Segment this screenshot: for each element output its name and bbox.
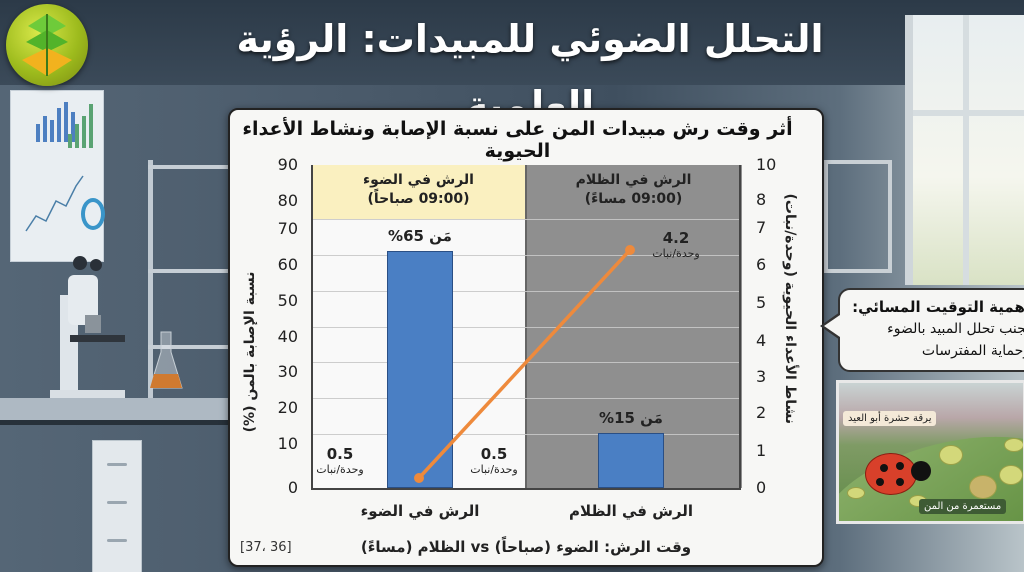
y-left-tick: 50: [277, 291, 298, 310]
page-title: التحلل الضوئي للمبيدات: الرؤية العلمية: [236, 17, 824, 127]
bar-light-label: مَن 65%: [388, 227, 452, 245]
callout-line2: تجنب تحلل المبيد بالضوء: [887, 321, 1024, 337]
line-label-right: 0.5 وحدة/نبات: [462, 445, 526, 476]
y-right-tick: 2: [756, 403, 767, 422]
y-right-tick: 1: [756, 441, 767, 460]
bar-dark: [598, 433, 664, 488]
x-category-dark: الرش في الظلام: [568, 502, 693, 520]
window: [905, 15, 1024, 285]
chart-title: أثر وقت رش مبيدات المن على نسبة الإصابة …: [242, 118, 793, 162]
line-label-left: 0.5 وحدة/نبات: [308, 445, 372, 476]
y-left-tick: 20: [277, 398, 298, 417]
ladybug-photo: يرقة حشرة أبو العيد مستعمرة من المن: [836, 380, 1024, 524]
aphid: [999, 465, 1023, 485]
aphid: [939, 445, 963, 465]
ceiling-band: [0, 0, 1024, 85]
line-label-value: 0.5: [480, 445, 508, 463]
poster-bar-chart: [36, 97, 75, 142]
aphid: [969, 475, 997, 499]
line-label-value: 4.2: [662, 229, 690, 247]
gridline: [312, 255, 740, 256]
citation: [37، 36]: [240, 540, 292, 555]
x-category-light: الرش في الضوء: [360, 502, 480, 520]
bar-dark-label: مَن 15%: [599, 409, 663, 427]
poster-green-bars: [68, 98, 93, 148]
y-left-tick: 90: [277, 155, 298, 174]
line-point-dark: [625, 245, 635, 255]
region-dark-line1: الرش في الظلام: [575, 172, 692, 188]
region-light-line2: (09:00 صباحاً): [367, 191, 470, 207]
gridline: [312, 398, 740, 399]
x-axis-title: وقت الرش: الضوء (صباحاً) vs الظلام (مساء…: [360, 538, 692, 556]
shelf-post: [148, 160, 153, 400]
region-light-header: [312, 165, 525, 219]
x-axis: [311, 488, 741, 490]
aphid: [1004, 438, 1023, 452]
y-axis-left: [311, 165, 313, 489]
y-axis-right-label: نشاط الأعداء الحيوية (وحدة/نبات): [782, 193, 798, 425]
microscope-icon: [50, 256, 125, 402]
aphid: [847, 487, 865, 499]
lab-desk: [0, 398, 228, 425]
line-label-unit: وحدة/نبات: [470, 463, 518, 476]
y-right-tick: 8: [756, 190, 767, 209]
line-point-light: [414, 473, 424, 483]
y-axis-left-label: نسبة الإصابة بالمن (%): [242, 271, 258, 433]
gridline: [312, 219, 740, 220]
region-dark-line2: (09:00 مساءً): [584, 191, 683, 207]
callout-line1: أهمية التوقيت المسائي:: [852, 298, 1024, 316]
shelf-unit: [148, 165, 228, 273]
gridline: [312, 327, 740, 328]
drawer-cabinet: [92, 440, 142, 572]
y-axis-right: [739, 165, 741, 489]
line-label-peak: 4.2 وحدة/نبات: [644, 229, 708, 260]
line-label-unit: وحدة/نبات: [316, 463, 364, 476]
flask-icon: [149, 331, 183, 389]
y-right-tick: 10: [756, 155, 777, 174]
y-left-tick: 60: [277, 255, 298, 274]
y-right-tick: 5: [756, 293, 767, 312]
callout-line3: وحماية المفترسات: [921, 343, 1024, 359]
bar-light: [387, 251, 453, 488]
region-dark-label: الرش في الظلام (09:00 مساءً): [527, 171, 740, 209]
photo-tag-ladybug: يرقة حشرة أبو العيد: [843, 411, 937, 426]
region-light-line1: الرش في الضوء: [363, 172, 474, 188]
region-light-label: الرش في الضوء (09:00 صباحاً): [312, 171, 525, 209]
callout-text: أهمية التوقيت المسائي: تجنب تحلل المبيد …: [834, 296, 1024, 362]
y-left-tick: 0: [287, 478, 298, 497]
y-left-tick: 40: [277, 327, 298, 346]
y-right-tick: 4: [756, 331, 767, 350]
y-left-tick: 10: [277, 434, 298, 453]
line-series: [414, 245, 635, 483]
shelf-unit-lower: [148, 265, 228, 349]
photo-tag-aphids: مستعمرة من المن: [919, 499, 1007, 514]
y-left-tick: 80: [277, 191, 298, 210]
line-label-value: 0.5: [326, 445, 354, 463]
callout-pointer-fill: [824, 315, 840, 337]
gridline: [312, 434, 740, 435]
right-shelf: [824, 160, 892, 273]
y-left-tick: 30: [277, 362, 298, 381]
plot-area: الرش في الضوء (09:00 صباحاً) الرش في الظ…: [312, 165, 742, 488]
ladybug-icon: [865, 453, 917, 495]
gridline: [312, 291, 740, 292]
poster-right: [63, 88, 105, 238]
poster-line-chart: [25, 175, 84, 232]
y-right-tick: 0: [756, 478, 767, 497]
y-right-tick: 7: [756, 218, 767, 237]
y-right-tick: 6: [756, 255, 767, 274]
wall-poster: [10, 90, 104, 262]
poster-donut: [81, 198, 105, 230]
wheat-leaf-logo-icon: [6, 4, 88, 86]
window-transom: [913, 110, 1024, 116]
callout-box: أهمية التوقيت المسائي: تجنب تحلل المبيد …: [838, 288, 1024, 372]
y-right-tick: 3: [756, 367, 767, 386]
line-label-unit: وحدة/نبات: [652, 247, 700, 260]
leaf-emblem-icon: [22, 14, 72, 76]
ladybug-head: [911, 461, 931, 481]
y-left-tick: 70: [277, 219, 298, 238]
window-mullion: [963, 15, 969, 285]
